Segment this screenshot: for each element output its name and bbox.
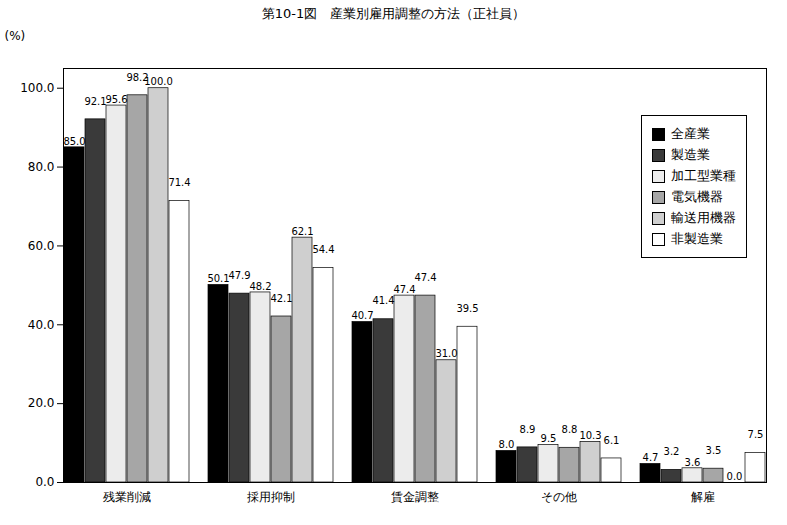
svg-text:54.4: 54.4 (312, 244, 334, 255)
svg-text:残業削減: 残業削減 (103, 490, 151, 504)
svg-text:3.5: 3.5 (706, 445, 722, 456)
svg-text:62.1: 62.1 (291, 226, 313, 237)
svg-text:47.4: 47.4 (393, 284, 415, 295)
html-text:非製造業: 非製造業 (671, 231, 723, 246)
svg-text:8.0: 8.0 (499, 439, 515, 450)
svg-text:賃金調整: 賃金調整 (391, 490, 439, 504)
svg-text:0.0: 0.0 (35, 475, 54, 489)
svg-text:80.0: 80.0 (28, 160, 55, 174)
svg-text:採用抑制: 採用抑制 (247, 490, 295, 504)
svg-text:(%): (%) (5, 29, 26, 43)
svg-text:50.1: 50.1 (207, 273, 229, 284)
svg-text:48.2: 48.2 (249, 281, 271, 292)
svg-text:6.1: 6.1 (604, 435, 620, 446)
svg-text:60.0: 60.0 (28, 239, 55, 253)
svg-text:10.3: 10.3 (579, 430, 601, 441)
svg-text:8.8: 8.8 (562, 424, 578, 435)
svg-text:92.1: 92.1 (84, 96, 106, 107)
svg-text:85.0: 85.0 (63, 136, 85, 147)
svg-text:47.9: 47.9 (228, 270, 250, 281)
svg-text:9.5: 9.5 (541, 433, 557, 444)
svg-text:8.9: 8.9 (520, 424, 536, 435)
svg-text:0.0: 0.0 (727, 471, 743, 482)
html-text:第10-1図 産業別雇用調整の方法（正社員）: 第10-1図 産業別雇用調整の方法（正社員） (261, 6, 526, 21)
svg-text:40.0: 40.0 (28, 318, 55, 332)
html-text:加工型業種: 加工型業種 (671, 168, 736, 183)
html-text:全産業: 全産業 (671, 126, 710, 141)
svg-text:98.2: 98.2 (126, 72, 148, 83)
svg-text:3.6: 3.6 (685, 457, 701, 468)
svg-text:その他: その他 (541, 490, 577, 504)
svg-text:40.7: 40.7 (351, 310, 373, 321)
svg-text:71.4: 71.4 (168, 177, 190, 188)
svg-text:20.0: 20.0 (28, 396, 55, 410)
svg-text:39.5: 39.5 (456, 303, 478, 314)
svg-text:100.0: 100.0 (144, 76, 173, 88)
svg-text:47.4: 47.4 (414, 272, 436, 283)
svg-text:7.5: 7.5 (748, 429, 764, 440)
svg-text:3.2: 3.2 (664, 446, 680, 457)
html-text:電気機器: 電気機器 (671, 189, 723, 204)
html-text:製造業: 製造業 (671, 147, 710, 162)
svg-text:4.7: 4.7 (643, 452, 659, 463)
svg-text:100.0: 100.0 (20, 81, 54, 95)
svg-text:解雇: 解雇 (691, 490, 715, 504)
svg-text:41.4: 41.4 (372, 295, 394, 306)
svg-text:42.1: 42.1 (270, 293, 292, 304)
svg-text:95.6: 95.6 (105, 94, 127, 105)
html-text:輸送用機器: 輸送用機器 (671, 210, 736, 225)
svg-text:31.0: 31.0 (435, 348, 457, 359)
